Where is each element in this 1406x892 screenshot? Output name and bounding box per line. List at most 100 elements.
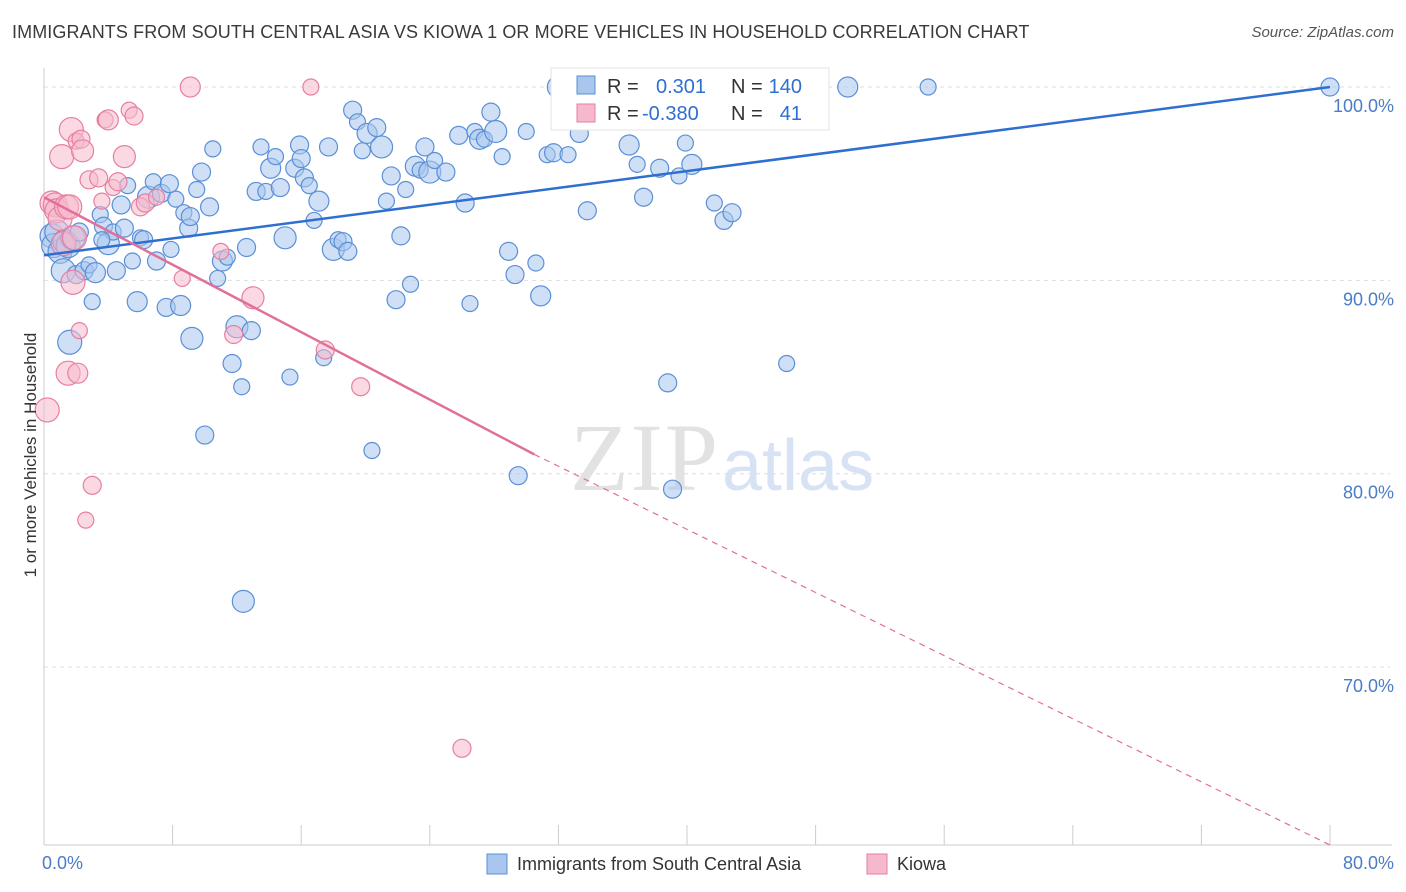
series-kiowa-points <box>34 76 472 758</box>
immigrants-point <box>106 261 126 281</box>
immigrants-point <box>111 195 131 215</box>
trend-lines <box>43 85 1331 846</box>
immigrants-point <box>415 137 435 157</box>
immigrants-point <box>658 373 678 393</box>
legend-n-value-blue: 140 <box>769 76 802 98</box>
immigrants-point <box>369 135 394 159</box>
immigrants-point <box>338 241 358 261</box>
kiowa-point <box>224 324 244 345</box>
legend-r-value-pink: -0.380 <box>642 103 699 125</box>
immigrants-point <box>377 192 395 210</box>
kiowa-point <box>70 322 88 340</box>
x-tick-label-max: 80.0% <box>1343 853 1394 873</box>
legend-n-value-pink: 41 <box>780 103 802 125</box>
kiowa-point <box>49 144 75 170</box>
immigrants-point <box>436 162 456 182</box>
immigrants-point <box>517 122 535 141</box>
kiowa-point <box>112 145 136 169</box>
immigrants-point <box>577 201 597 221</box>
legend-r-label-pink: R = <box>607 103 639 125</box>
immigrants-point <box>146 251 167 271</box>
immigrants-point <box>83 293 101 311</box>
correlation-legend: R = 0.301 N = 140 R = -0.380 N = 41 <box>550 67 830 131</box>
immigrants-point <box>291 148 311 169</box>
source-label: Source: ZipAtlas.com <box>1251 24 1394 41</box>
legend-swatch-pink <box>576 103 596 123</box>
kiowa-point <box>82 475 102 495</box>
immigrants-point <box>204 140 222 158</box>
legend-swatch-blue <box>576 75 596 95</box>
immigrants-point <box>114 218 134 238</box>
immigrants-point <box>778 354 796 373</box>
immigrants-point <box>363 441 381 460</box>
y-axis-label: 1 or more Vehicles in Household <box>21 333 40 578</box>
kiowa-point <box>34 397 60 423</box>
immigrants-point <box>241 321 261 341</box>
kiowa-point <box>124 106 144 126</box>
kiowa-point <box>89 168 109 188</box>
kiowa-point <box>212 242 230 260</box>
immigrants-point <box>705 194 723 212</box>
trend-line-kiowa-extrapolated <box>534 453 1331 846</box>
immigrants-point <box>559 146 577 164</box>
immigrants-point <box>270 177 290 198</box>
y-tick-label-80: 80.0% <box>1343 483 1394 503</box>
immigrants-point <box>381 166 401 186</box>
immigrants-point <box>530 285 552 307</box>
kiowa-point <box>302 78 320 96</box>
immigrants-point <box>180 326 204 350</box>
kiowa-point <box>60 269 86 295</box>
immigrants-point <box>481 102 501 122</box>
immigrants-point <box>222 353 242 374</box>
immigrants-point <box>159 174 179 194</box>
bottom-legend-label-pink: Kiowa <box>897 854 947 874</box>
y-tick-label-100: 100.0% <box>1333 96 1394 116</box>
immigrants-point <box>837 76 859 98</box>
immigrants-point <box>273 226 297 250</box>
immigrants-point <box>84 262 107 284</box>
immigrants-point <box>505 264 525 285</box>
immigrants-point <box>508 466 528 486</box>
series-immigrants-points <box>39 75 1340 613</box>
immigrants-point <box>498 241 519 261</box>
grid-lines <box>44 86 1390 668</box>
immigrants-point <box>449 125 469 145</box>
kiowa-point <box>67 362 89 384</box>
legend-n-label-pink: N = <box>731 103 763 125</box>
immigrants-point <box>188 180 206 199</box>
immigrants-point <box>252 138 270 156</box>
legend-n-label-blue: N = <box>731 76 763 98</box>
immigrants-point <box>93 231 111 249</box>
immigrants-point <box>318 137 339 157</box>
immigrants-point <box>126 291 148 313</box>
kiowa-point <box>77 511 95 529</box>
immigrants-point <box>484 119 508 144</box>
y-tick-labels: 70.0% 80.0% 90.0% 100.0% <box>1333 96 1394 696</box>
trend-line-immigrants <box>43 85 1331 257</box>
immigrants-point <box>628 155 646 173</box>
immigrants-point <box>199 197 220 217</box>
immigrants-point <box>618 134 640 156</box>
immigrants-point <box>401 275 420 293</box>
legend-r-value-blue: 0.301 <box>656 76 706 98</box>
immigrants-point <box>266 148 285 166</box>
immigrants-point <box>633 187 654 207</box>
axes <box>43 68 1392 846</box>
kiowa-point <box>61 225 88 251</box>
immigrants-point <box>170 294 192 317</box>
immigrants-point <box>426 151 444 170</box>
immigrants-point <box>308 190 330 212</box>
watermark-zip: ZIP <box>570 404 720 511</box>
kiowa-point <box>351 377 371 397</box>
immigrants-point <box>167 190 185 208</box>
immigrants-point <box>195 425 215 445</box>
trend-line-kiowa <box>43 196 535 456</box>
immigrants-point <box>650 158 670 178</box>
kiowa-point <box>108 172 128 192</box>
chart-title: IMMIGRANTS FROM SOUTH CENTRAL ASIA VS KI… <box>12 22 1030 42</box>
immigrants-point <box>397 180 415 199</box>
watermark-atlas: atlas <box>722 426 874 506</box>
y-tick-label-70: 70.0% <box>1343 676 1394 696</box>
immigrants-point <box>281 368 299 386</box>
x-tick-label-min: 0.0% <box>42 853 83 873</box>
